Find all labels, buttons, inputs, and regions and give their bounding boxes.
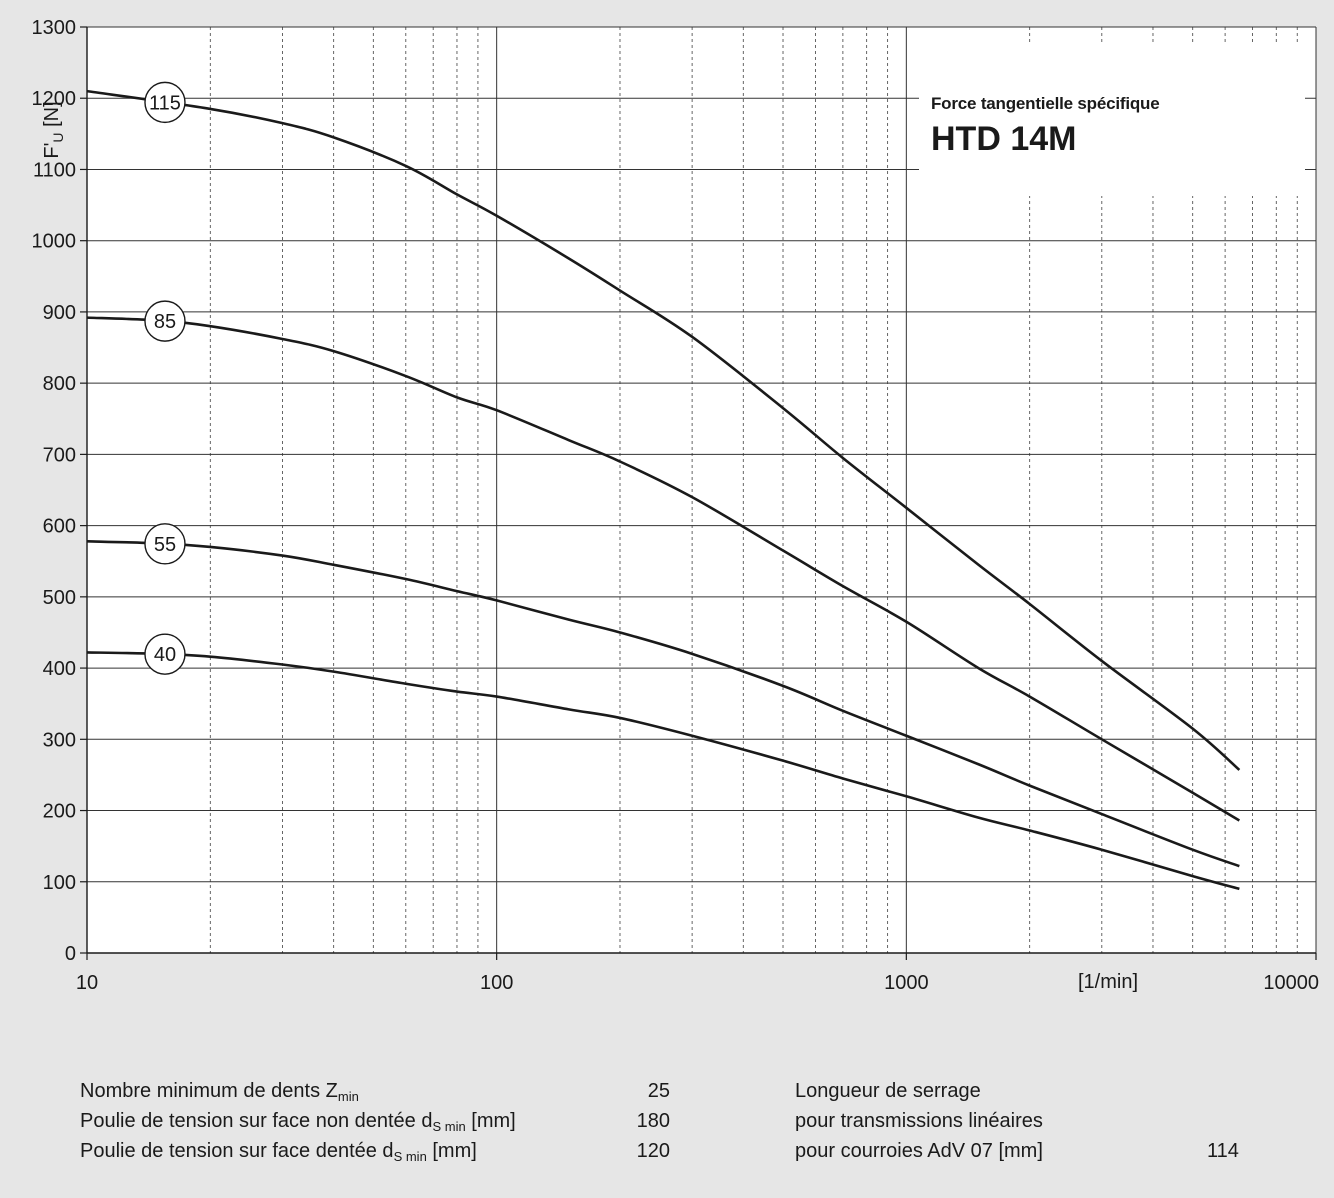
spec-row-tension-back: Poulie de tension sur face non dentée dS… <box>80 1106 680 1136</box>
series-label-circle <box>144 633 186 675</box>
chart-title: HTD 14M <box>931 120 1077 158</box>
series-label-85: 85 <box>144 300 186 342</box>
spec-row-tension-tooth: Poulie de tension sur face dentée dS min… <box>80 1136 680 1166</box>
y-tick-label: 400 <box>43 658 76 680</box>
clamp-line-2: pour transmissions linéaires <box>795 1106 1265 1136</box>
series-label-text: 85 <box>154 311 176 333</box>
y-tick-label: 1300 <box>32 17 77 39</box>
series-label-circle <box>144 81 186 124</box>
tension-tooth-sub: S min <box>393 1149 427 1164</box>
min-teeth-label: Nombre minimum de dents Z <box>80 1080 338 1102</box>
chart-subtitle: Force tangentielle spécifique <box>931 94 1160 113</box>
min-teeth-value: 25 <box>647 1080 670 1102</box>
y-axis-label-main: F' <box>41 143 63 159</box>
series-line-55 <box>86 539 1240 868</box>
tension-back-unit: [mm] <box>465 1110 516 1132</box>
min-teeth-sub: min <box>337 1089 359 1104</box>
tension-back-value: 180 <box>636 1110 670 1132</box>
x-tick-label: 10 <box>76 972 98 994</box>
tension-tooth-unit: [mm] <box>426 1140 477 1162</box>
y-tick-label: 700 <box>43 444 76 466</box>
series-labels: 115 85 55 40 <box>144 81 186 675</box>
clamp-label-2: pour transmissions linéaires <box>795 1110 1043 1132</box>
y-tick-label: 100 <box>43 872 76 894</box>
series-label-55: 55 <box>144 523 186 565</box>
clamp-line-3: pour courroies AdV 07 [mm] 114 <box>795 1136 1265 1166</box>
y-tick-label: 800 <box>43 373 76 395</box>
y-tick-label: 0 <box>65 943 76 965</box>
tension-tooth-label: Poulie de tension sur face dentée d <box>80 1140 394 1162</box>
chart-title-box: Force tangentielle spécifique HTD 14M <box>919 42 1305 196</box>
series-line-40 <box>86 651 1240 891</box>
y-axis-label: F'U [N] <box>41 101 66 158</box>
y-axis-label-sub: U <box>50 132 66 142</box>
tension-back-label: Poulie de tension sur face non dentée d <box>80 1110 433 1132</box>
spec-table-left: Nombre minimum de dents Zmin 25 Poulie d… <box>80 1076 680 1166</box>
x-tick-label: 1000 <box>884 972 929 994</box>
y-tick-label: 1200 <box>32 88 77 110</box>
clamp-label-1: Longueur de serrage <box>795 1080 981 1102</box>
series-line-85 <box>86 316 1241 822</box>
y-tick-label: 500 <box>43 587 76 609</box>
series-line-115 <box>86 89 1241 771</box>
y-tick-label: 1100 <box>33 159 76 181</box>
series-label-115: 115 <box>144 81 186 124</box>
series-label-circle <box>144 300 186 342</box>
x-tick-label: 100 <box>480 972 513 994</box>
tension-back-sub: S min <box>432 1119 466 1134</box>
clamp-value: 114 <box>1207 1140 1239 1162</box>
y-tick-label: 1000 <box>32 231 77 253</box>
spec-row-min-teeth: Nombre minimum de dents Zmin 25 <box>80 1076 680 1106</box>
series-label-text: 115 <box>149 92 181 114</box>
x-tick-label: 10000 <box>1263 972 1319 994</box>
y-tick-label: 300 <box>43 729 76 751</box>
tension-tooth-value: 120 <box>636 1140 670 1162</box>
clamp-label-3: pour courroies AdV 07 [mm] <box>795 1140 1043 1162</box>
series-label-circle <box>144 523 186 565</box>
y-tick-label: 200 <box>43 801 76 823</box>
x-axis-label: [1/min] <box>1078 971 1138 993</box>
axes: 0 100 200 300 400 500 600 700 800 900 1000 1100 1200… <box>32 17 1320 994</box>
y-tick-label: 600 <box>43 516 76 538</box>
y-tick-label: 900 <box>43 302 76 324</box>
series-label-text: 40 <box>154 644 176 666</box>
series-label-40: 40 <box>144 633 186 675</box>
series-group <box>86 89 1241 891</box>
series-label-text: 55 <box>154 534 176 556</box>
clamp-line-1: Longueur de serrage <box>795 1076 1265 1106</box>
y-axis-label-unit: [N] <box>41 101 63 132</box>
spec-table-right: Longueur de serrage pour transmissions l… <box>795 1076 1265 1166</box>
